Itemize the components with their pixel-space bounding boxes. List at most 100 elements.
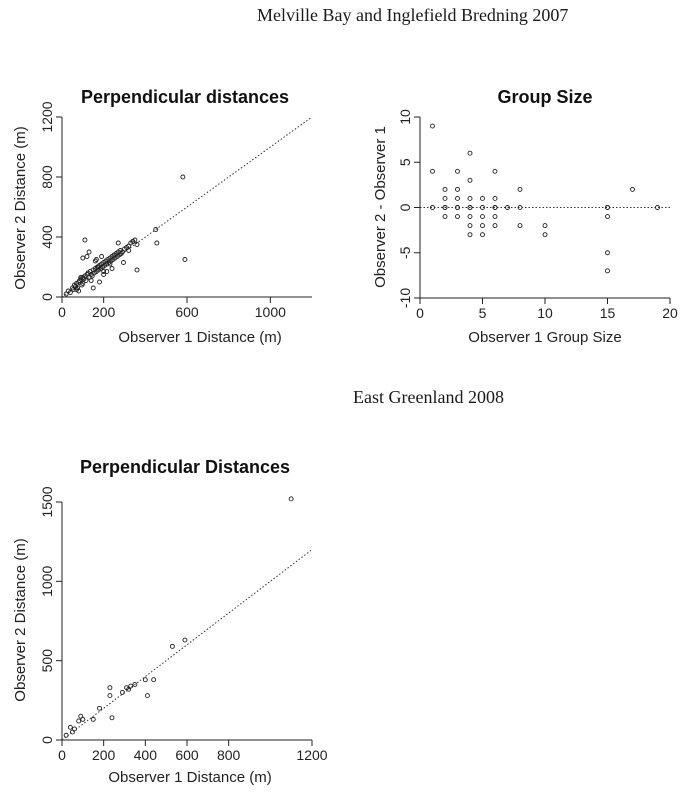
x-axis-label: Observer 1 Distance (m) <box>108 769 271 786</box>
y-tick-label: 0 <box>397 203 413 211</box>
data-point <box>84 254 90 259</box>
data-point <box>83 278 89 283</box>
chart-perp2008: Perpendicular Distances 0 200 400 600 800 1200… <box>12 457 328 786</box>
data-point <box>288 496 294 502</box>
data-point <box>605 205 610 210</box>
data-point <box>104 269 110 274</box>
data-point <box>517 205 523 210</box>
y-tick-label: -5 <box>397 246 413 259</box>
x-tick-label: 0 <box>58 304 66 320</box>
data-point <box>97 705 102 711</box>
data-point <box>455 205 460 210</box>
chart-title: Perpendicular Distances <box>80 457 290 477</box>
data-point <box>655 205 660 210</box>
chart-group2007: Group Size 0 5 10 15 20 -10 -5 0 5 10 Observer 1 Gr… <box>372 87 678 346</box>
data-point <box>467 150 473 156</box>
data-point <box>109 266 115 271</box>
data-point <box>442 195 448 201</box>
y-tick-label: -10 <box>397 288 413 308</box>
y-tick-label: 1500 <box>39 486 55 517</box>
y-tick-label: 1200 <box>39 101 55 132</box>
data-point <box>76 718 82 724</box>
data-point <box>605 268 610 274</box>
x-tick-label: 800 <box>217 747 241 763</box>
data-point <box>90 716 96 722</box>
y-tick-label: 0 <box>39 293 55 301</box>
data-point <box>128 683 134 689</box>
data-point <box>492 168 498 174</box>
section-title-2008: East Greenland 2008 <box>353 387 504 407</box>
data-point <box>130 239 136 244</box>
data-point <box>605 214 610 220</box>
y-tick-label: 500 <box>39 649 55 673</box>
chart-perp2007: Perpendicular distances 0 200 600 1000 0 400 80… <box>12 87 313 346</box>
x-tick-label: 15 <box>600 305 616 321</box>
data-point <box>107 685 113 691</box>
data-point <box>151 677 157 683</box>
y-tick-label: 800 <box>39 165 55 189</box>
y-tick-label: 5 <box>397 158 413 166</box>
data-point <box>90 285 96 291</box>
data-point <box>467 195 473 201</box>
data-point <box>107 261 113 267</box>
x-tick-label: 200 <box>92 304 116 320</box>
x-tick-label: 20 <box>662 305 678 321</box>
data-point <box>467 214 473 220</box>
data-point <box>455 195 460 201</box>
data-point <box>492 214 498 220</box>
data-point <box>67 724 73 730</box>
data-point <box>517 186 523 192</box>
data-point <box>430 168 435 174</box>
data-point <box>126 248 132 253</box>
data-point <box>132 682 138 687</box>
data-point <box>97 279 102 285</box>
data-point <box>480 223 485 229</box>
data-point <box>86 249 92 255</box>
x-tick-label: 1200 <box>296 747 327 763</box>
data-point <box>72 726 77 732</box>
data-point <box>88 278 94 283</box>
data-point <box>101 269 107 274</box>
data-point <box>605 250 610 256</box>
data-point <box>115 240 121 246</box>
data-point <box>480 232 485 238</box>
data-point <box>455 214 460 220</box>
section-title-2007: Melville Bay and Inglefield Bredning 200… <box>257 5 569 25</box>
data-point <box>505 205 510 210</box>
y-axis-label: Observer 2 Distance (m) <box>12 538 29 701</box>
data-point <box>121 260 126 265</box>
data-point <box>119 689 125 695</box>
data-point <box>99 254 105 259</box>
data-point <box>467 177 473 183</box>
data-point <box>182 637 188 643</box>
data-point <box>134 242 140 247</box>
x-axis-label: Observer 1 Distance (m) <box>118 329 281 346</box>
data-point <box>467 205 473 210</box>
data-point <box>480 214 485 220</box>
data-point <box>80 716 86 722</box>
chart-title: Group Size <box>497 87 592 107</box>
data-point <box>430 205 435 210</box>
y-axis-label: Observer 2 - Observer 1 <box>372 126 389 288</box>
data-point <box>492 205 498 210</box>
x-tick-label: 5 <box>479 305 487 321</box>
data-point <box>467 232 473 238</box>
data-point <box>492 223 498 229</box>
data-point <box>517 223 523 229</box>
y-tick-label: 1000 <box>39 566 55 597</box>
data-point <box>142 677 148 683</box>
data-point <box>78 275 84 280</box>
x-axis-label: Observer 1 Group Size <box>468 329 621 346</box>
data-point <box>101 272 107 277</box>
y-axis-label: Observer 2 Distance (m) <box>12 126 29 289</box>
data-point <box>467 223 473 229</box>
data-point <box>153 227 159 232</box>
data-point <box>67 290 73 295</box>
y-tick-label: 0 <box>39 736 55 744</box>
data-point <box>169 643 175 649</box>
reference-line <box>61 549 313 741</box>
data-point <box>76 288 82 294</box>
x-tick-label: 200 <box>92 747 116 763</box>
data-point <box>630 186 635 192</box>
